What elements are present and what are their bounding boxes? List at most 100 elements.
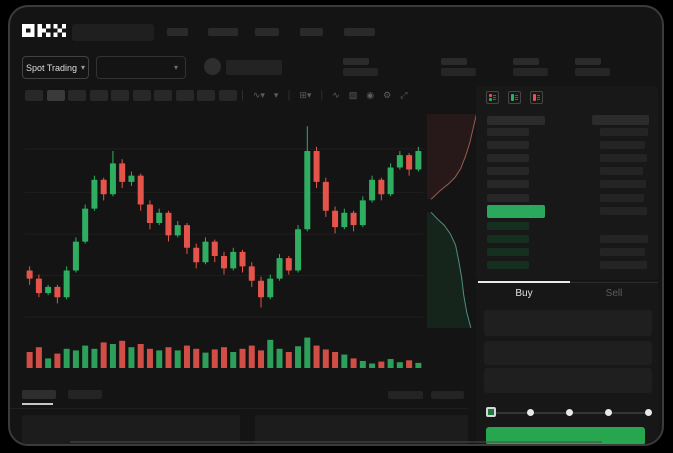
volume-bar xyxy=(193,348,200,368)
nav-item-placeholder-1[interactable] xyxy=(208,28,238,36)
line-tool-icon[interactable]: ∿ xyxy=(332,89,340,100)
nav-item-placeholder-0[interactable] xyxy=(167,28,188,36)
last-price-highlight[interactable] xyxy=(487,205,545,218)
candle-body xyxy=(183,225,190,248)
bid-price-placeholder xyxy=(487,261,529,269)
buy-submit-button[interactable] xyxy=(486,427,645,444)
candle-body xyxy=(295,229,302,271)
separator: | xyxy=(320,89,324,101)
volume-bar xyxy=(45,358,52,368)
timeframe-button-7[interactable] xyxy=(175,90,194,101)
ask-size-placeholder xyxy=(600,180,646,189)
volume-bar xyxy=(35,347,42,368)
icon-color-column xyxy=(489,94,492,101)
candle-body xyxy=(202,241,209,263)
ask-row-3[interactable] xyxy=(480,167,656,176)
app-stage: Spot Trading ▾ ▾ | ∿▾ ▾ | ⊞▾ | ∿ ▨ ◉ ⚙ ⤢ Buy Sell xyxy=(10,7,662,444)
nav-item-placeholder-4[interactable] xyxy=(344,28,375,36)
bid-row-0[interactable] xyxy=(480,222,656,231)
separator: | xyxy=(241,89,244,101)
volume-bar xyxy=(174,350,181,368)
candle-body xyxy=(82,208,89,242)
tab-sell[interactable]: Sell xyxy=(570,285,658,301)
bottom-action-placeholder-1[interactable] xyxy=(431,391,464,399)
icon-lines xyxy=(537,94,540,101)
tab-buy[interactable]: Buy xyxy=(478,285,570,301)
nav-item-placeholder-3[interactable] xyxy=(300,28,323,36)
timeframe-button-0[interactable] xyxy=(25,90,43,101)
bid-row-3[interactable] xyxy=(480,261,656,270)
icon-line xyxy=(493,97,496,98)
icon-line xyxy=(515,97,518,98)
timeframe-button-8[interactable] xyxy=(197,90,215,101)
timeframe-button-4[interactable] xyxy=(111,90,129,101)
icon-square xyxy=(489,98,492,101)
spot-trading-dropdown[interactable]: Spot Trading ▾ xyxy=(22,56,89,79)
volume-bar xyxy=(267,339,274,368)
fullscreen-icon[interactable]: ⤢ xyxy=(400,89,408,100)
depth-asks-line xyxy=(430,114,477,200)
icon-line xyxy=(537,95,540,96)
slider-stop-4[interactable] xyxy=(645,409,652,416)
chart-type-icon[interactable]: ∿▾ xyxy=(252,89,265,100)
timeframe-button-3[interactable] xyxy=(89,90,108,101)
tab-sell-label: Sell xyxy=(605,287,623,299)
ask-row-1[interactable] xyxy=(480,141,656,150)
bid-row-1[interactable] xyxy=(480,235,656,244)
indicators-icon[interactable]: ⊞▾ xyxy=(299,89,312,100)
bid-row-2[interactable] xyxy=(480,248,656,257)
amount-slider-handle[interactable] xyxy=(486,407,496,417)
timeframe-button-6[interactable] xyxy=(154,90,172,101)
ask-price-placeholder xyxy=(487,180,529,189)
ask-price-placeholder xyxy=(487,167,529,176)
timeframe-button-1[interactable] xyxy=(46,90,65,101)
volume-bar xyxy=(387,359,394,368)
nav-item-placeholder-2[interactable] xyxy=(255,28,279,36)
icon-line xyxy=(515,95,518,96)
ask-price-placeholder xyxy=(487,193,529,202)
bottom-tab-placeholder-1[interactable] xyxy=(68,390,102,399)
order-input-1[interactable] xyxy=(484,341,652,365)
bottom-action-placeholder-0[interactable] xyxy=(388,391,423,399)
candle-body xyxy=(119,163,126,182)
orderbook-header-price xyxy=(487,116,545,125)
order-input-2[interactable] xyxy=(484,368,652,393)
ask-row-4[interactable] xyxy=(480,180,656,189)
camera-icon[interactable]: ◉ xyxy=(366,89,375,100)
candle-body xyxy=(396,155,403,168)
book-split-view-icon[interactable] xyxy=(486,91,499,104)
volume-bar xyxy=(146,348,153,368)
candle-body xyxy=(146,204,153,224)
order-input-0[interactable] xyxy=(484,310,652,336)
slider-stop-3[interactable] xyxy=(605,409,612,416)
active-tab-indicator xyxy=(478,281,570,283)
chart-style-chevron-icon[interactable]: ▾ xyxy=(273,89,279,100)
token-avatar xyxy=(204,58,221,75)
timeframe-button-5[interactable] xyxy=(132,90,151,101)
volume-bar xyxy=(26,352,33,368)
bid-size-placeholder xyxy=(600,248,645,256)
bottom-tab-placeholder-0[interactable] xyxy=(22,390,56,399)
timeframe-button-9[interactable] xyxy=(218,90,237,101)
volume-bar xyxy=(165,347,172,368)
ask-row-0[interactable] xyxy=(480,128,656,137)
candle-body xyxy=(359,200,366,226)
slider-stop-2[interactable] xyxy=(566,409,573,416)
pair-selector-dropdown[interactable]: ▾ xyxy=(96,56,186,79)
candle-body xyxy=(230,251,237,269)
volume-bar xyxy=(295,346,302,368)
book-sell-view-icon[interactable] xyxy=(530,91,543,104)
ask-row-2[interactable] xyxy=(480,154,656,163)
ask-price-placeholder xyxy=(487,154,529,163)
volume-bar xyxy=(332,352,339,368)
settings-icon[interactable]: ⚙ xyxy=(383,89,392,100)
volume-bar xyxy=(82,345,89,368)
timeframe-button-2[interactable] xyxy=(68,90,86,101)
drawing-tool-icon[interactable]: ▨ xyxy=(348,89,358,100)
book-buy-view-icon[interactable] xyxy=(508,91,521,104)
candle-body xyxy=(350,212,357,226)
ask-row-5[interactable] xyxy=(480,193,656,203)
slider-stop-1[interactable] xyxy=(527,409,534,416)
search-input[interactable] xyxy=(72,24,154,41)
candle-body xyxy=(415,150,422,170)
